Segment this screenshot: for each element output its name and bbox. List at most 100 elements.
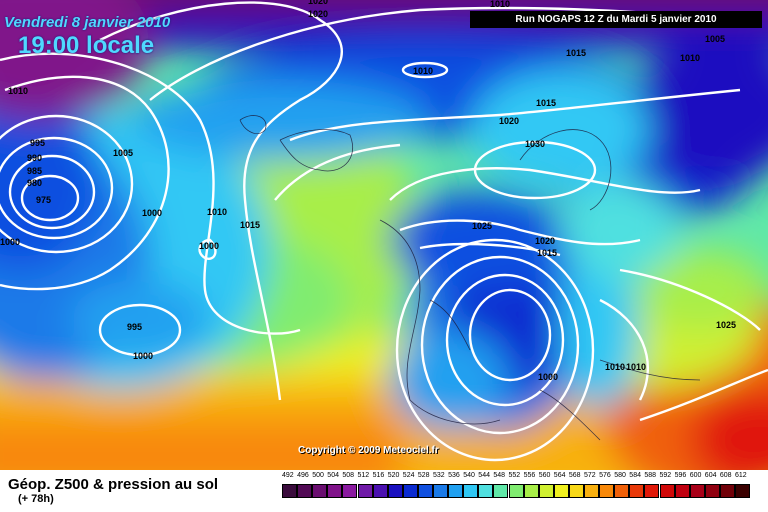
isobar-label: 995 bbox=[127, 322, 142, 332]
model-run-banner: Run NOGAPS 12 Z du Mardi 5 janvier 2010 bbox=[470, 11, 762, 28]
chart-title: Géop. Z500 & pression au sol bbox=[8, 476, 219, 493]
isobar-labels: 1020 1020 1010 1005 1010 1015 1010 1010 … bbox=[0, 0, 736, 382]
scale-swatch bbox=[433, 484, 449, 498]
scale-tick-label: 492 bbox=[282, 472, 294, 479]
copyright-notice: Copyright © 2009 Meteociel.fr bbox=[298, 445, 439, 456]
scale-tick-label: 608 bbox=[719, 472, 732, 479]
scale-tick-label: 596 bbox=[674, 472, 687, 479]
scale-tick-label: 584 bbox=[629, 472, 641, 479]
isobar-label: 1010 bbox=[8, 86, 28, 96]
color-scale: 492 496 500 504 508 512 516 520 524 528 532 536 540 5… bbox=[282, 472, 752, 508]
isobar-label: 1010 bbox=[626, 362, 646, 372]
scale-swatch bbox=[327, 484, 343, 498]
color-field bbox=[0, 0, 768, 470]
scale-tick-label: 524 bbox=[402, 472, 415, 479]
isobar-label: 975 bbox=[36, 195, 51, 205]
scale-swatch bbox=[553, 484, 569, 498]
isobar-label: 1020 bbox=[308, 9, 328, 19]
isobar-label: 1000 bbox=[133, 351, 153, 361]
scale-tick-label: 500 bbox=[312, 472, 324, 479]
scale-tick-label: 604 bbox=[704, 472, 717, 479]
scale-tick-label: 504 bbox=[327, 472, 339, 479]
forecast-time: 19:00 locale bbox=[18, 32, 155, 59]
scale-swatch bbox=[387, 484, 403, 498]
scale-swatch bbox=[493, 484, 509, 498]
isobar-label: 1025 bbox=[472, 221, 492, 231]
isobar-label: 1010 bbox=[605, 362, 625, 372]
scale-swatch bbox=[523, 484, 539, 498]
isobar-label: 1010 bbox=[207, 207, 227, 217]
isobar-label: 1000 bbox=[142, 208, 162, 218]
isobar-label: 990 bbox=[27, 153, 42, 163]
scale-tick-label: 580 bbox=[614, 472, 626, 479]
scale-swatch bbox=[478, 484, 494, 498]
forecast-date: Vendredi 8 janvier 2010 bbox=[4, 14, 171, 31]
scale-swatch bbox=[357, 484, 373, 498]
scale-tick-label: 592 bbox=[659, 472, 672, 479]
scale-tick-label: 560 bbox=[538, 472, 551, 479]
scale-swatch bbox=[448, 484, 464, 498]
scale-swatch bbox=[659, 484, 675, 498]
isobar-label: 980 bbox=[27, 178, 42, 188]
scale-swatch bbox=[674, 484, 690, 498]
scale-tick-label: 548 bbox=[493, 472, 506, 479]
scale-tick-label: 552 bbox=[508, 472, 521, 479]
scale-swatch bbox=[417, 484, 433, 498]
isobar-label: 1015 bbox=[566, 48, 586, 58]
isobar-label: 1015 bbox=[537, 248, 557, 258]
isobar-label: 1000 bbox=[0, 237, 20, 247]
scale-swatch bbox=[508, 484, 524, 498]
scale-swatch bbox=[568, 484, 584, 498]
coastlines bbox=[239, 115, 701, 441]
scale-tick-label: 572 bbox=[584, 472, 596, 479]
scale-tick-label: 532 bbox=[433, 472, 445, 479]
scale-tick-label: 496 bbox=[297, 472, 309, 479]
isobar-label: 1020 bbox=[535, 236, 555, 246]
isobar-label: 1030 bbox=[525, 139, 545, 149]
scale-swatch bbox=[629, 484, 645, 498]
scale-swatch bbox=[644, 484, 660, 498]
scale-tick-label: 564 bbox=[553, 472, 566, 479]
scale-swatch bbox=[719, 484, 735, 498]
scale-tick-label: 568 bbox=[568, 472, 581, 479]
scale-swatch bbox=[584, 484, 600, 498]
isobar-label: 1020 bbox=[499, 116, 519, 126]
geopotential-map: 1020 1020 1010 1005 1010 1015 1010 1010 … bbox=[0, 0, 768, 470]
scale-swatch bbox=[704, 484, 720, 498]
isobar-label: 1005 bbox=[705, 34, 725, 44]
scale-tick-label: 600 bbox=[689, 472, 702, 479]
scale-tick-label: 540 bbox=[463, 472, 475, 479]
scale-tick-label: 508 bbox=[342, 472, 355, 479]
forecast-offset: (+ 78h) bbox=[18, 493, 54, 505]
scale-swatch bbox=[342, 484, 358, 498]
isobar-label: 1010 bbox=[490, 0, 510, 9]
isobar-label: 1025 bbox=[716, 320, 736, 330]
scale-swatch bbox=[312, 484, 328, 498]
isobar-label: 1000 bbox=[538, 372, 558, 382]
scale-swatch bbox=[297, 484, 313, 498]
scale-tick-label: 516 bbox=[372, 472, 385, 479]
scale-tick-label: 528 bbox=[417, 472, 430, 479]
scale-swatch bbox=[599, 484, 615, 498]
scale-swatch bbox=[538, 484, 554, 498]
scale-tick-label: 588 bbox=[644, 472, 657, 479]
isobar-label: 985 bbox=[27, 166, 42, 176]
isobar-label: 995 bbox=[30, 138, 45, 148]
isobar-label: 1010 bbox=[680, 53, 700, 63]
scale-swatch bbox=[372, 484, 388, 498]
scale-swatch bbox=[282, 484, 298, 498]
isobar-label: 1020 bbox=[308, 0, 328, 6]
isobar-label: 1005 bbox=[113, 148, 133, 158]
scale-swatch bbox=[402, 484, 418, 498]
isobar-label: 1000 bbox=[199, 241, 219, 251]
scale-swatch bbox=[614, 484, 630, 498]
scale-tick-label: 556 bbox=[523, 472, 536, 479]
scale-tick-label: 576 bbox=[599, 472, 611, 479]
scale-swatch bbox=[463, 484, 479, 498]
scale-swatch bbox=[735, 484, 751, 498]
scale-tick-label: 512 bbox=[357, 472, 370, 479]
scale-tick-label: 520 bbox=[387, 472, 400, 479]
scale-swatch bbox=[689, 484, 705, 498]
isobar-label: 1010 bbox=[413, 66, 433, 76]
